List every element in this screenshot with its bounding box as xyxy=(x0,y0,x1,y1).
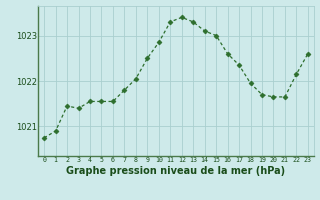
X-axis label: Graphe pression niveau de la mer (hPa): Graphe pression niveau de la mer (hPa) xyxy=(67,166,285,176)
